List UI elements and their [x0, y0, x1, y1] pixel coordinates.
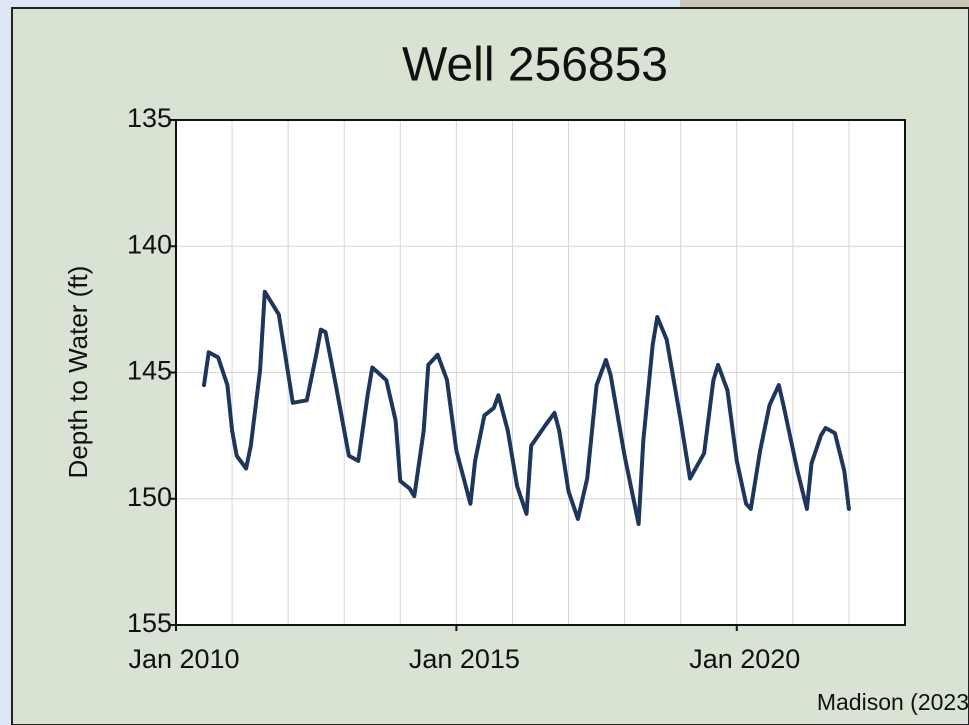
- x-tick-label: Jan 2020: [689, 644, 800, 674]
- marks: [202, 289, 851, 526]
- y-tick-label: 145: [127, 356, 172, 386]
- x-tick-label: Jan 2015: [409, 644, 520, 674]
- chart-title: Well 256853: [402, 39, 668, 92]
- map-fragment: [680, 0, 969, 10]
- y-tick-label: 140: [127, 229, 172, 259]
- plot-frame: [175, 119, 906, 626]
- y-tick-label: 150: [127, 482, 172, 512]
- y-tick-label: 155: [127, 608, 172, 638]
- source-note: Madison (2023: [817, 689, 969, 715]
- y-axis-label: Depth to Water (ft): [63, 266, 93, 479]
- x-tick-label: Jan 2010: [128, 644, 239, 674]
- data-line: [202, 289, 851, 526]
- y-tick-label: 135: [127, 103, 172, 133]
